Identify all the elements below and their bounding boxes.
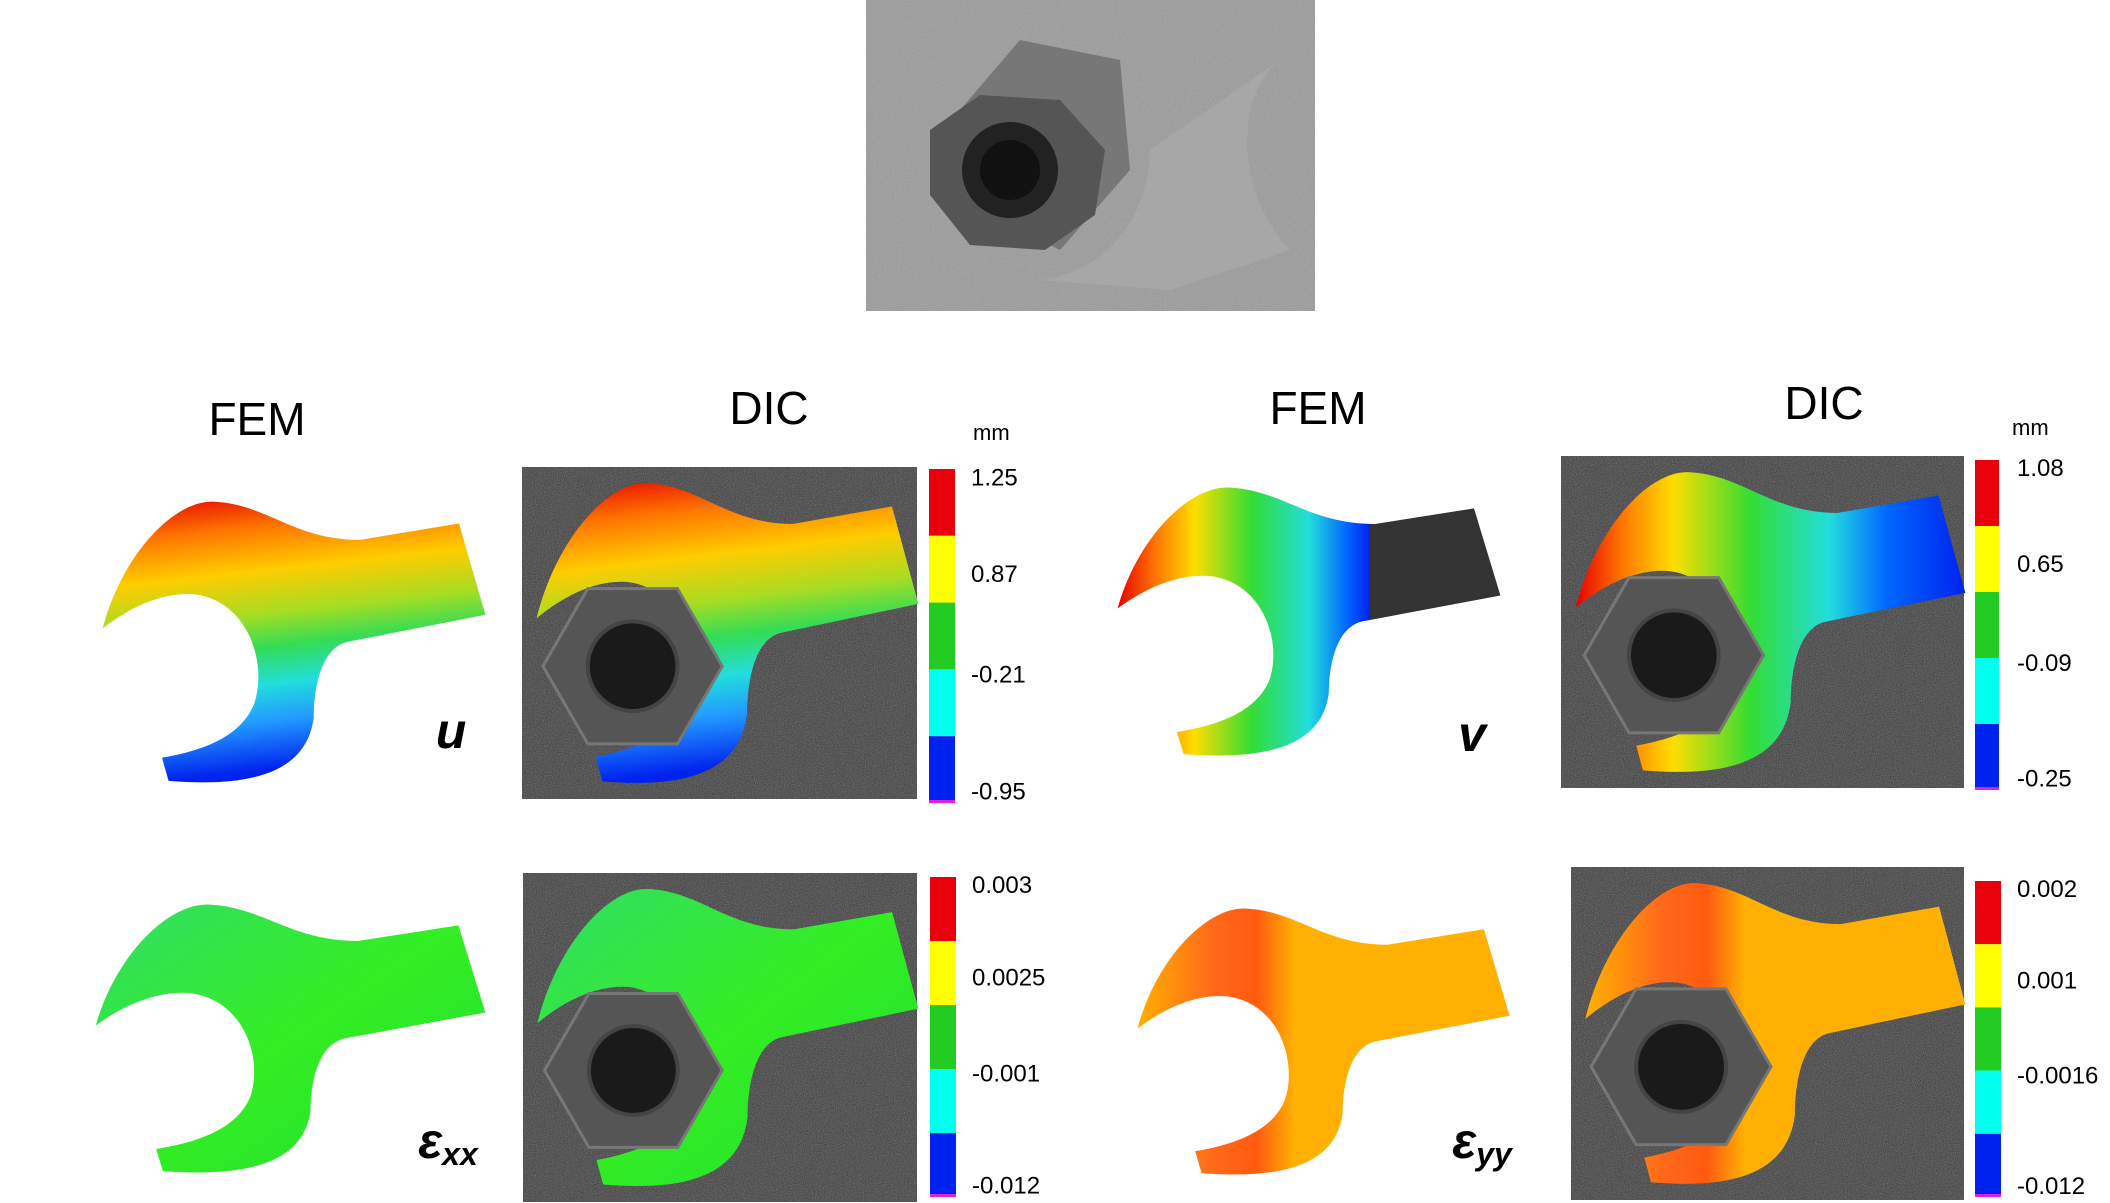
figure: FEM DIC FEM DIC mm 1.25 0.87 -0.21 -0.95 u mm 1.08 0… (0, 0, 2110, 1203)
column-header: FEM (1269, 382, 1366, 434)
colorbar-segment (1975, 460, 1999, 526)
colorbar-label: 1.08 (2017, 455, 2064, 482)
colorbar-label: -0.001 (972, 1061, 1040, 1088)
bolt (1636, 1022, 1726, 1112)
colorbar-segment (930, 1133, 956, 1197)
colorbar-end (930, 1194, 956, 1197)
column-header: DIC (1784, 377, 1863, 429)
colorbar-label: -0.09 (2017, 650, 2072, 677)
fem-field (103, 502, 486, 783)
colorbar-label: 0.002 (2017, 876, 2077, 903)
colorbar-end (1975, 787, 1999, 790)
colorbar-label: -0.012 (972, 1173, 1040, 1200)
column-header: FEM (208, 393, 305, 445)
variable-symbol: v (1458, 706, 1489, 762)
unit-label: mm (973, 420, 1010, 445)
colorbar-label: -0.95 (971, 778, 1026, 805)
variable-symbol: u (436, 703, 467, 759)
variable-label: v (1458, 706, 1489, 762)
colorbar-segment (1975, 526, 1999, 592)
variable-label: εyy (1452, 1113, 1514, 1172)
colorbar-segment (929, 469, 955, 536)
colorbar-label: -0.012 (2017, 1173, 2085, 1200)
colorbar-label: 0.003 (972, 872, 1032, 899)
colorbar-segment (929, 536, 955, 603)
colorbar-segment (1975, 1134, 2001, 1197)
colorbar-segment (930, 1005, 956, 1069)
variable-symbol: ε (1452, 1113, 1477, 1169)
colorbar-label: 1.25 (971, 464, 1018, 491)
colorbar-label: 0.87 (971, 561, 1018, 588)
dic-image (1571, 867, 1965, 1200)
colorbar-segment (1975, 944, 2001, 1007)
colorbar-label: -0.0016 (2017, 1062, 2098, 1089)
colorbar-end (929, 800, 955, 803)
colorbar-segment (929, 736, 955, 803)
colorbar-segment (930, 1069, 956, 1133)
variable-subscript: xx (440, 1136, 479, 1172)
colorbar-segment (1975, 1007, 2001, 1070)
colorbar-segment (1975, 1071, 2001, 1134)
specimen-photo (866, 0, 1315, 311)
colorbar-label: 0.0025 (972, 965, 1045, 992)
colorbar-segment (930, 877, 956, 941)
bolt (589, 1026, 678, 1115)
variable-symbol: ε (418, 1113, 443, 1169)
colorbar-segment (1975, 592, 1999, 658)
dic-image (523, 873, 918, 1202)
colorbar-end (1975, 1194, 2001, 1197)
colorbar-label: 0.001 (2017, 967, 2077, 994)
bolt (1629, 610, 1719, 700)
dic-image (522, 467, 918, 799)
fem-field (1118, 488, 1501, 756)
variable-label: εxx (418, 1113, 479, 1172)
variable-subscript: yy (1474, 1136, 1514, 1172)
colorbar-label: 0.65 (2017, 551, 2064, 578)
colorbar-label: -0.21 (971, 661, 1026, 688)
variable-label: u (436, 703, 467, 759)
colorbar-segment (929, 669, 955, 736)
colorbar-segment (930, 941, 956, 1005)
dic-image (1561, 456, 1965, 788)
unit-label: mm (2012, 415, 2049, 440)
colorbar-segment (1975, 658, 1999, 724)
colorbar-segment (929, 603, 955, 670)
colorbar-segment (1975, 724, 1999, 790)
colorbar-segment (1975, 881, 2001, 944)
colorbar-label: -0.25 (2017, 765, 2072, 792)
column-header: DIC (729, 382, 808, 434)
bolt (588, 621, 678, 711)
